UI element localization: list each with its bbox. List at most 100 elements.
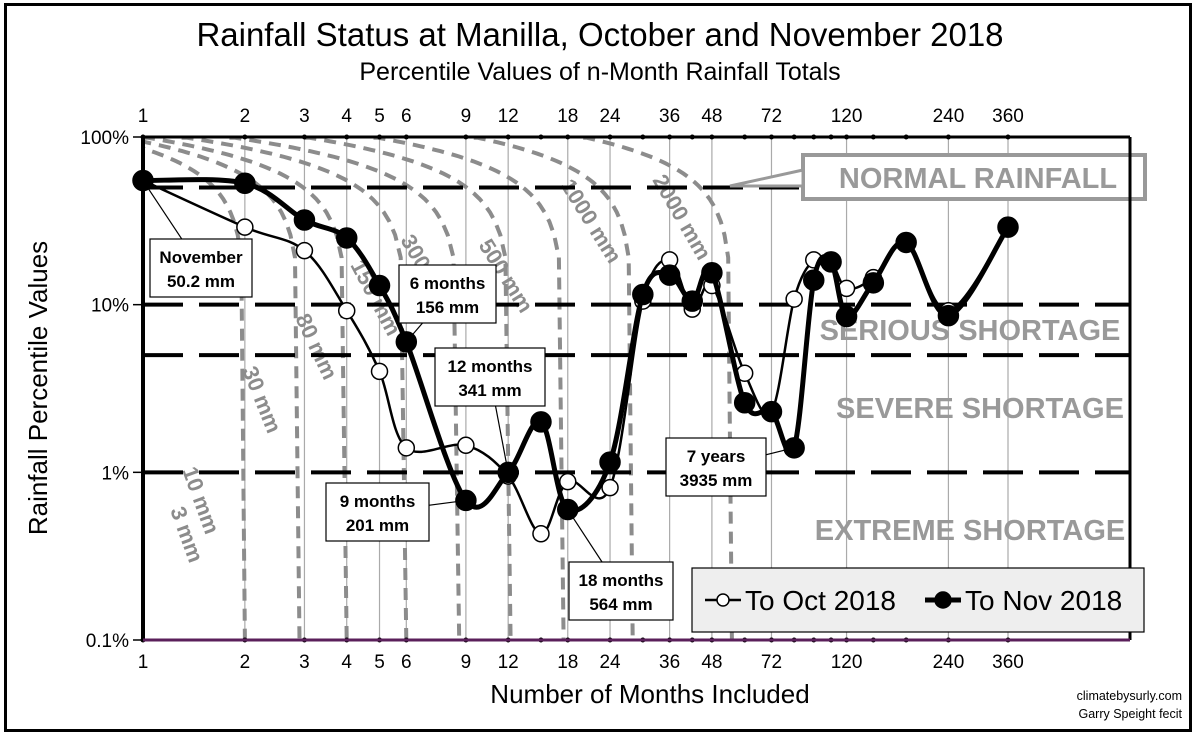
callout-6-months: 6 months 156 mm [398,264,497,343]
x-tick-label-bottom: 18 [557,652,578,673]
data-point [835,305,858,328]
callout-box [398,264,497,324]
x-tick-label-bottom: 4 [341,652,352,673]
x-tick-label-top: 9 [461,106,472,127]
isohyet-curve [142,135,349,641]
data-point [457,436,475,455]
x-tick-label-bottom: 360 [992,652,1024,673]
x-tick-label-bottom: 6 [401,652,412,673]
x-tick-label-top: 240 [933,106,965,127]
zone-label: NORMAL RAINFALL [839,163,1117,195]
x-tick-label-top: 24 [599,106,621,127]
data-point [681,290,704,312]
callout-line1: 12 months [447,357,532,376]
callout-18-months: 18 months 564 mm [567,509,674,621]
callout-line1: 7 years [687,447,746,466]
data-point [997,216,1019,238]
zone-label: SEVERE SHORTAGE [836,393,1124,425]
x-tick-label-bottom: 36 [659,652,680,673]
data-point [658,264,681,286]
callout-box [568,561,674,621]
x-tick-label-top: 72 [761,106,782,127]
legend-marker [934,591,952,609]
x-tick-label-top: 1 [138,106,149,127]
x-tick-label-top: 12 [498,106,519,127]
isohyet-curve [583,135,734,641]
zone-label: SERIOUS SHORTAGE [820,315,1121,347]
data-point [760,400,783,423]
x-tick-label-bottom: 240 [933,652,965,673]
data-point [937,304,960,327]
y-tick-label: 10% [91,296,129,317]
x-tick-label-bottom: 3 [299,652,310,673]
data-point [785,290,803,308]
callout-line1: November [159,248,243,267]
x-tick-label-bottom: 12 [498,652,519,673]
series-to-oct-2018 [134,171,1017,543]
callout-box [434,347,546,407]
chart-title: Rainfall Status at Manilla, October and … [196,16,1004,53]
callout-line2: 341 mm [458,381,521,400]
data-point [601,478,619,497]
data-point [295,241,314,260]
callout-line1: 18 months [578,571,663,590]
chart-subtitle: Percentile Values of n-Month Rainfall To… [359,58,841,86]
zone-label: EXTREME SHORTAGE [815,515,1125,547]
data-point [733,392,756,414]
isohyet-label: 2000 mm [648,170,717,264]
x-tick-label-bottom: 2 [240,652,251,673]
x-tick-label-top: 18 [557,106,578,127]
x-tick-label-top: 36 [659,106,680,127]
data-point [337,301,356,320]
credit-site: climatebysurly.com [1076,689,1182,703]
callout-line2: 50.2 mm [167,272,235,291]
data-point [632,283,654,306]
data-point [532,525,550,543]
y-tick-label: 100% [80,128,129,149]
data-point [368,274,391,297]
x-tick-label-top: 2 [240,106,251,127]
x-tick-label-top: 6 [401,106,412,127]
zone-labels: NORMAL RAINFALL SERIOUS SHORTAGE SEVERE SH… [729,153,1147,547]
isohyet-curve [141,137,247,641]
x-tick-label-bottom: 72 [761,652,782,673]
callout-box [149,238,253,298]
callout-line2: 156 mm [416,298,479,317]
data-point [701,262,723,284]
data-point [895,231,917,254]
callout-9-months: 9 months 201 mm [325,482,466,542]
legend-marker [716,593,730,607]
legend-label: To Oct 2018 [745,585,896,616]
data-point [559,472,577,491]
callout-line1: 9 months [340,492,416,511]
x-tick-label-bottom: 9 [461,652,472,673]
x-tick-label-bottom: 48 [701,652,722,673]
data-point [820,251,842,273]
isohyet-curve [229,135,462,641]
legend: To Oct 2018 To Nov 2018 [691,567,1145,633]
credit-author: Garry Speight fecit [1078,707,1182,721]
axes: 1122334455669912121818242436364848727212… [80,106,1132,673]
x-tick-label-top: 120 [831,106,863,127]
x-tick-label-bottom: 24 [599,652,621,673]
data-point [293,209,316,231]
x-tick-label-bottom: 1 [138,652,149,673]
data-point [234,172,256,194]
isohyet-curve [141,137,302,641]
data-point [236,218,254,236]
isohyet-label: 150 mm [346,256,407,340]
zone-label-pointer [729,168,805,188]
x-tick-label-top: 3 [299,106,310,127]
data-point [397,439,416,457]
y-tick-label: 0.1% [86,631,129,652]
isohyet-curve [373,135,566,641]
callout-7-years: 7 years 3935 mm [665,437,795,497]
x-tick-label-bottom: 120 [831,652,863,673]
y-axis-label: Rainfall Percentile Values [23,241,53,535]
data-point [530,411,552,433]
data-series [132,169,1019,543]
callout-line2: 201 mm [346,516,409,535]
callout-box [665,437,767,497]
data-point [599,451,621,473]
